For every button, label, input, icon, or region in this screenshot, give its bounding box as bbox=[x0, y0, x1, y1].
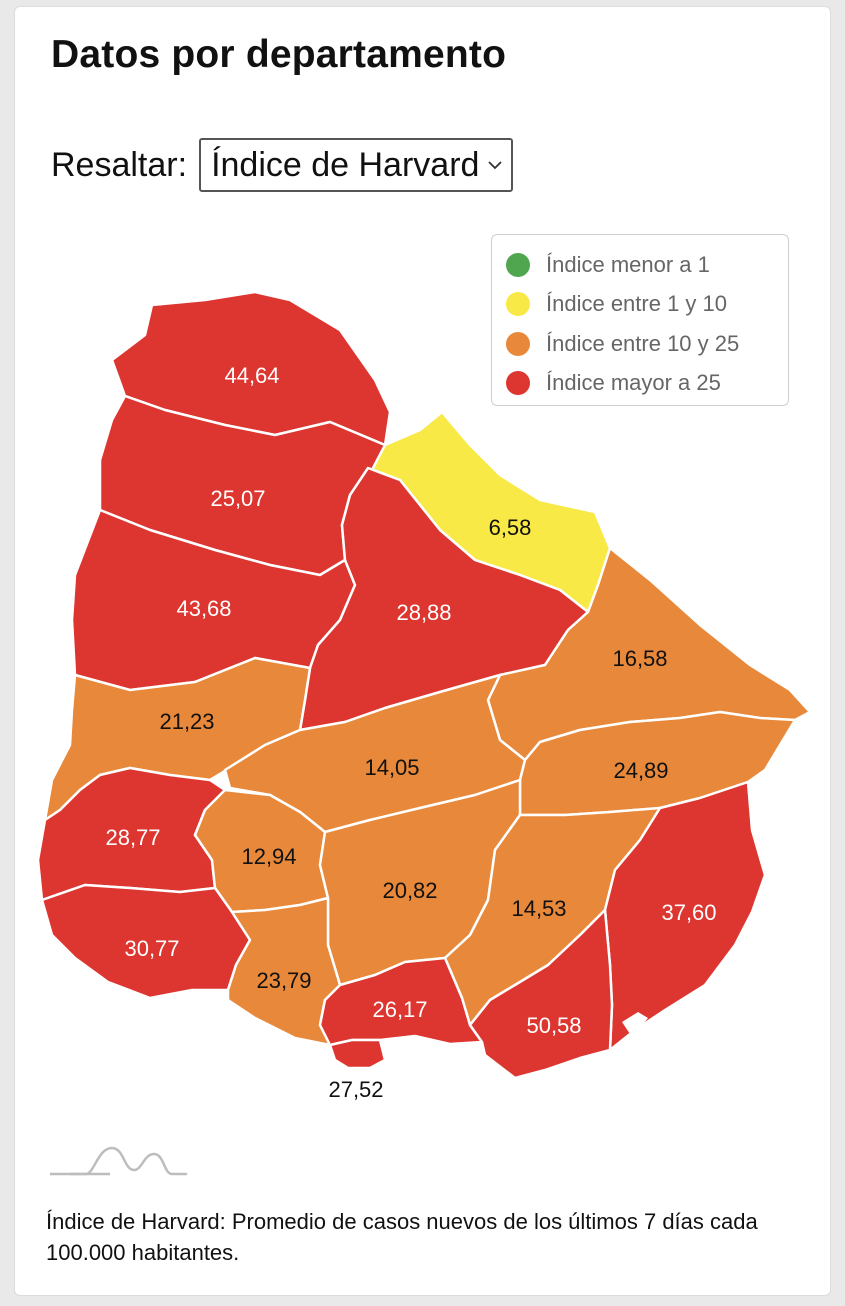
legend-label: Índice entre 10 y 25 bbox=[546, 330, 740, 356]
chevron-down-icon bbox=[487, 157, 503, 173]
legend-dot bbox=[506, 371, 530, 396]
footnote: Índice de Harvard: Promedio de casos nue… bbox=[46, 1209, 758, 1265]
department-canelones[interactable] bbox=[318, 956, 484, 1047]
department-value-tacuarembo: 28,88 bbox=[396, 600, 451, 625]
highlight-row: Resaltar: Índice de Harvard bbox=[51, 137, 514, 193]
department-value-colonia: 30,77 bbox=[124, 936, 179, 961]
brand-logo-icon bbox=[48, 1140, 190, 1185]
department-value-canelones: 26,17 bbox=[372, 997, 427, 1022]
department-value-cerro-largo: 16,58 bbox=[612, 646, 667, 671]
department-value-soriano: 28,77 bbox=[105, 825, 160, 850]
department-value-treinta-y-tres: 24,89 bbox=[613, 758, 668, 783]
legend-item: Índice menor a 1 bbox=[492, 245, 788, 285]
department-montevideo[interactable] bbox=[328, 1038, 387, 1070]
legend-item: Índice mayor a 25 bbox=[492, 364, 788, 404]
department-value-florida: 20,82 bbox=[382, 878, 437, 903]
department-rocha[interactable] bbox=[603, 780, 767, 1052]
department-maldonado[interactable] bbox=[468, 908, 614, 1080]
department-value-lavalleja: 14,53 bbox=[511, 896, 566, 921]
department-value-salto: 25,07 bbox=[210, 486, 265, 511]
legend-item: Índice entre 1 y 10 bbox=[492, 285, 788, 325]
department-value-san-jose: 23,79 bbox=[256, 968, 311, 993]
department-value-flores: 12,94 bbox=[241, 844, 296, 869]
legend-dot bbox=[506, 331, 530, 356]
legend-item: Índice entre 10 y 25 bbox=[492, 324, 788, 364]
highlight-select-value: Índice de Harvard bbox=[211, 145, 480, 184]
highlight-label: Resaltar: bbox=[51, 145, 188, 184]
legend-label: Índice menor a 1 bbox=[546, 251, 710, 277]
department-value-maldonado: 50,58 bbox=[526, 1013, 581, 1038]
legend: Índice menor a 1 Índice entre 1 y 10 Índ… bbox=[491, 234, 789, 406]
legend-dot bbox=[506, 252, 530, 277]
department-value-durazno: 14,05 bbox=[364, 755, 419, 780]
department-value-rio-negro: 21,23 bbox=[159, 709, 214, 734]
legend-dot bbox=[506, 292, 530, 317]
highlight-select[interactable]: Índice de Harvard bbox=[199, 138, 514, 192]
legend-label: Índice mayor a 25 bbox=[546, 370, 721, 396]
department-value-rocha: 37,60 bbox=[661, 900, 716, 925]
coast-notch bbox=[622, 1012, 648, 1036]
department-value-montevideo: 27,52 bbox=[328, 1077, 383, 1102]
legend-label: Índice entre 1 y 10 bbox=[546, 291, 728, 317]
page-title: Datos por departamento bbox=[51, 33, 507, 76]
department-value-paysandu: 43,68 bbox=[176, 596, 231, 621]
department-value-artigas: 44,64 bbox=[224, 363, 279, 388]
department-value-rivera: 6,58 bbox=[489, 515, 532, 540]
